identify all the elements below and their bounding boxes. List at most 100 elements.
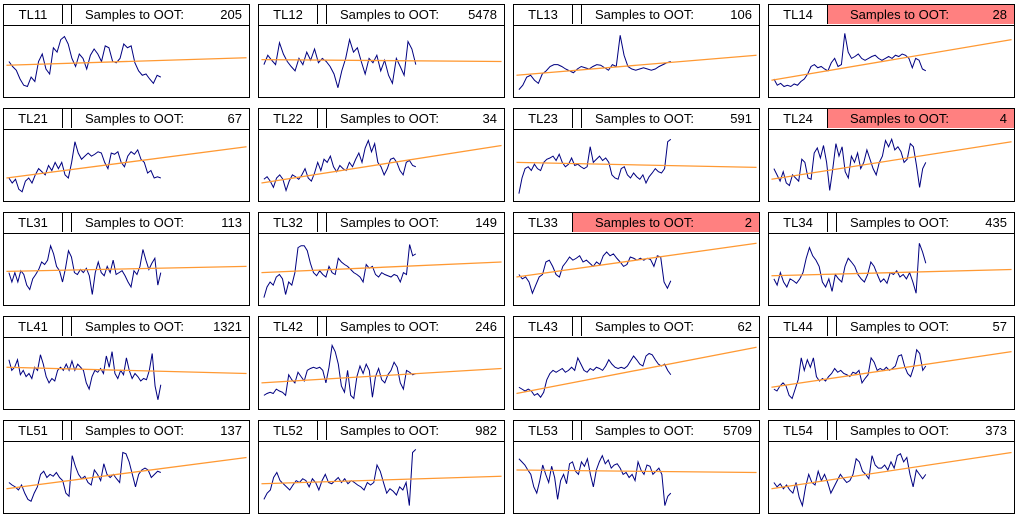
panel-header: TL14 Samples to OOT: 28 [769,5,1014,26]
samples-to-oot-value: 4 [999,111,1007,126]
chart-panel-tl53: TL53 Samples to OOT: 5709 [513,420,760,514]
sparkline-chart [259,234,504,305]
samples-to-oot-label: Samples to OOT: [340,215,439,230]
samples-to-oot-label: Samples to OOT: [595,319,694,334]
samples-to-oot-label: Samples to OOT: [595,111,694,126]
sparkline-chart [514,338,759,409]
samples-to-oot-label: Samples to OOT: [595,7,694,22]
samples-to-oot-value: 113 [221,215,242,230]
samples-to-oot-value: 435 [985,215,1007,230]
panel-header: TL54 Samples to OOT: 373 [769,421,1014,442]
panel-header: TL44 Samples to OOT: 57 [769,317,1014,338]
panel-id-cell: TL11 [4,5,63,24]
header-separator-cell [828,421,837,440]
panel-id-cell: TL21 [4,109,63,128]
panel-header: TL31 Samples to OOT: 113 [4,213,249,234]
chart-panel-tl12: TL12 Samples to OOT: 5478 [258,4,505,98]
samples-to-oot-label: Samples to OOT: [85,319,184,334]
panel-header: TL41 Samples to OOT: 1321 [4,317,249,338]
chart-panel-tl14: TL14 Samples to OOT: 28 [768,4,1015,98]
sparkline-chart [769,234,1014,305]
panel-header: TL23 Samples to OOT: 591 [514,109,759,130]
samples-to-oot-cell: Samples to OOT: 34 [327,109,504,128]
chart-panel-tl54: TL54 Samples to OOT: 373 [768,420,1015,514]
panel-id-cell: TL23 [514,109,573,128]
chart-panel-tl43: TL43 Samples to OOT: 62 [513,316,760,410]
samples-to-oot-label: Samples to OOT: [85,7,184,22]
samples-to-oot-cell-alert: Samples to OOT: 2 [582,213,759,232]
samples-to-oot-value: 5478 [468,7,497,22]
header-separator-cell [573,421,582,440]
header-separator-cell [573,109,582,128]
samples-to-oot-label: Samples to OOT: [340,423,439,438]
panel-header: TL13 Samples to OOT: 106 [514,5,759,26]
panel-id-cell: TL31 [4,213,63,232]
samples-to-oot-cell: Samples to OOT: 57 [837,317,1014,336]
panel-id-cell: TL54 [769,421,828,440]
panel-header: TL33 Samples to OOT: 2 [514,213,759,234]
header-separator-cell [63,317,72,336]
samples-to-oot-label: Samples to OOT: [850,111,949,126]
panel-id-cell: TL32 [259,213,318,232]
header-separator-cell [828,5,837,24]
header-separator-cell [318,109,327,128]
header-separator-cell [828,109,837,128]
samples-to-oot-value: 2 [744,215,752,230]
header-separator-cell [318,5,327,24]
chart-panel-tl22: TL22 Samples to OOT: 34 [258,108,505,202]
sparkline-chart [769,26,1014,97]
samples-to-oot-cell: Samples to OOT: 106 [582,5,759,24]
samples-to-oot-cell: Samples to OOT: 373 [837,421,1014,440]
chart-panel-tl21: TL21 Samples to OOT: 67 [3,108,250,202]
samples-to-oot-cell: Samples to OOT: 67 [72,109,249,128]
panel-header: TL53 Samples to OOT: 5709 [514,421,759,442]
samples-to-oot-label: Samples to OOT: [85,111,184,126]
samples-to-oot-value: 205 [220,7,242,22]
panel-header: TL52 Samples to OOT: 982 [259,421,504,442]
samples-to-oot-value: 591 [730,111,752,126]
sparkline-chart [259,338,504,409]
sparkline-chart [769,442,1014,513]
samples-to-oot-value: 246 [475,319,497,334]
samples-to-oot-value: 34 [482,111,497,126]
panel-id-cell: TL22 [259,109,318,128]
samples-to-oot-cell: Samples to OOT: 1321 [72,317,249,336]
samples-to-oot-cell-alert: Samples to OOT: 28 [837,5,1014,24]
samples-to-oot-cell: Samples to OOT: 591 [582,109,759,128]
samples-to-oot-label: Samples to OOT: [850,7,949,22]
header-separator-cell [318,317,327,336]
header-separator-cell [573,317,582,336]
header-separator-cell [828,317,837,336]
panel-header: TL11 Samples to OOT: 205 [4,5,249,26]
chart-panel-tl34: TL34 Samples to OOT: 435 [768,212,1015,306]
samples-to-oot-value: 67 [227,111,242,126]
samples-to-oot-label: Samples to OOT: [850,423,949,438]
sparkline-chart [259,130,504,201]
chart-panel-tl11: TL11 Samples to OOT: 205 [3,4,250,98]
panel-header: TL22 Samples to OOT: 34 [259,109,504,130]
header-separator-cell [63,5,72,24]
chart-panel-tl44: TL44 Samples to OOT: 57 [768,316,1015,410]
samples-to-oot-cell: Samples to OOT: 149 [327,213,504,232]
samples-to-oot-label: Samples to OOT: [595,215,694,230]
sparkline-chart [259,26,504,97]
panel-header: TL12 Samples to OOT: 5478 [259,5,504,26]
samples-to-oot-label: Samples to OOT: [850,319,949,334]
samples-to-oot-value: 982 [475,423,497,438]
panel-id-cell: TL53 [514,421,573,440]
panel-id-cell: TL51 [4,421,63,440]
samples-to-oot-cell: Samples to OOT: 982 [327,421,504,440]
panel-header: TL34 Samples to OOT: 435 [769,213,1014,234]
header-separator-cell [318,421,327,440]
samples-to-oot-value: 62 [737,319,752,334]
samples-to-oot-cell: Samples to OOT: 246 [327,317,504,336]
panel-id-cell: TL13 [514,5,573,24]
panel-id-cell: TL43 [514,317,573,336]
chart-panel-tl24: TL24 Samples to OOT: 4 [768,108,1015,202]
panel-id-cell: TL42 [259,317,318,336]
sparkline-chart [514,234,759,305]
sparkline-chart [769,338,1014,409]
chart-panel-tl31: TL31 Samples to OOT: 113 [3,212,250,306]
samples-to-oot-label: Samples to OOT: [340,111,439,126]
